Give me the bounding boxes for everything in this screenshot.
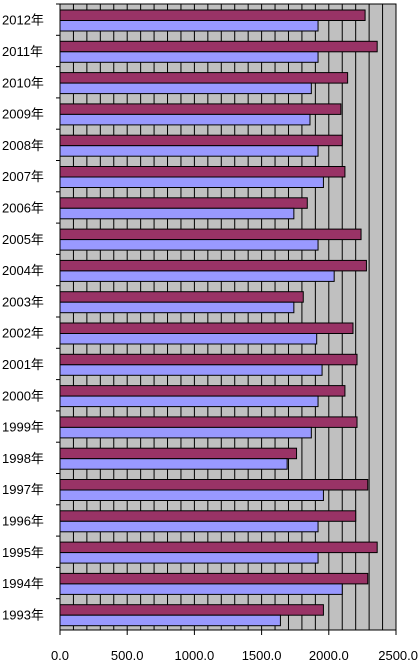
bar-series-2-2010年	[59, 82, 312, 95]
bar-series-1-2003年	[59, 291, 304, 303]
x-tick-label: 500.0	[111, 648, 144, 663]
bar-series-2-2005年	[59, 239, 319, 251]
category-label: 2009年	[2, 107, 44, 122]
plot-area	[59, 3, 397, 631]
category-label: 2003年	[2, 294, 44, 309]
bar-series-2-2006年	[59, 207, 295, 220]
bar-series-1-1995年	[59, 541, 378, 554]
bar-series-1-2000年	[59, 385, 346, 397]
bar-series-2-1999年	[59, 426, 312, 439]
bar-series-2-2009年	[59, 113, 311, 126]
x-tick-label: 1000.0	[175, 648, 215, 663]
category-label: 2004年	[2, 263, 44, 278]
bar-series-1-1997年	[59, 479, 369, 491]
category-label: 2012年	[2, 13, 44, 28]
category-label: 1993年	[2, 607, 44, 622]
bar-series-1-2007年	[59, 166, 346, 178]
bar-series-2-2012年	[59, 20, 319, 32]
bar-series-1-2006年	[59, 197, 308, 209]
category-label: 1996年	[2, 513, 44, 528]
bar-series-1-2010年	[59, 72, 349, 84]
bar-series-2-1996年	[59, 520, 319, 533]
bar-series-2-2003年	[59, 301, 295, 314]
category-label: 2008年	[2, 138, 44, 153]
bar-series-1-2009年	[59, 103, 342, 115]
bar-series-1-1998年	[59, 447, 298, 460]
x-tick-label: 1500.0	[242, 648, 282, 663]
bar-series-1-1999年	[59, 416, 358, 428]
category-label: 2002年	[2, 326, 44, 341]
bar-series-1-2004年	[59, 259, 367, 272]
bar-series-1-1993年	[59, 604, 324, 616]
bar-series-2-2011年	[59, 51, 319, 63]
category-label: 1997年	[2, 482, 44, 497]
bar-series-2-2001年	[59, 364, 323, 376]
category-label: 2000年	[2, 388, 44, 403]
axis	[56, 3, 397, 635]
category-label: 2006年	[2, 200, 44, 215]
x-tick-label: 2500.0	[378, 648, 418, 663]
tick-labels: 0.0 500.0 1000.0 1500.0 2000.0 2500.0	[51, 648, 418, 663]
bar-series-2-2008年	[59, 145, 319, 157]
category-label: 1998年	[2, 451, 44, 466]
bar-series-1-2001年	[59, 353, 358, 366]
bar-series-1-2011年	[59, 40, 378, 53]
bar-series-1-1996年	[59, 510, 357, 522]
bar-series-2-1994年	[59, 583, 343, 595]
category-label: 1999年	[2, 420, 44, 435]
bar-series-2-1998年	[59, 458, 288, 470]
category-label: 2007年	[2, 169, 44, 184]
category-labels: 2012年 2011年 2010年 2009年 2008年 2007年 2006年 2005年…	[2, 13, 44, 623]
bar-series-1-2002年	[59, 322, 354, 334]
bar-series-2-1993年	[59, 614, 281, 627]
bar-series-2-2000年	[59, 395, 319, 408]
bar-series-2-2002年	[59, 333, 318, 345]
category-label: 2011年	[2, 44, 43, 59]
bar-series-2-1997年	[59, 489, 324, 501]
bar-series-1-2005年	[59, 228, 362, 241]
x-tick-label: 2000.0	[309, 648, 349, 663]
bar-series-2-2004年	[59, 270, 335, 282]
category-label: 1994年	[2, 576, 44, 591]
bar-series-1-2008年	[59, 134, 343, 147]
bar-series-1-2012年	[59, 9, 366, 21]
bar-series-1-1994年	[59, 572, 369, 585]
category-label: 1995年	[2, 545, 44, 560]
bar-series-2-2007年	[59, 176, 324, 188]
bar-series-2-1995年	[59, 552, 319, 564]
category-label: 2010年	[2, 75, 44, 90]
category-label: 2005年	[2, 232, 44, 247]
x-tick-label: 0.0	[51, 648, 69, 663]
category-label: 2001年	[2, 357, 44, 372]
